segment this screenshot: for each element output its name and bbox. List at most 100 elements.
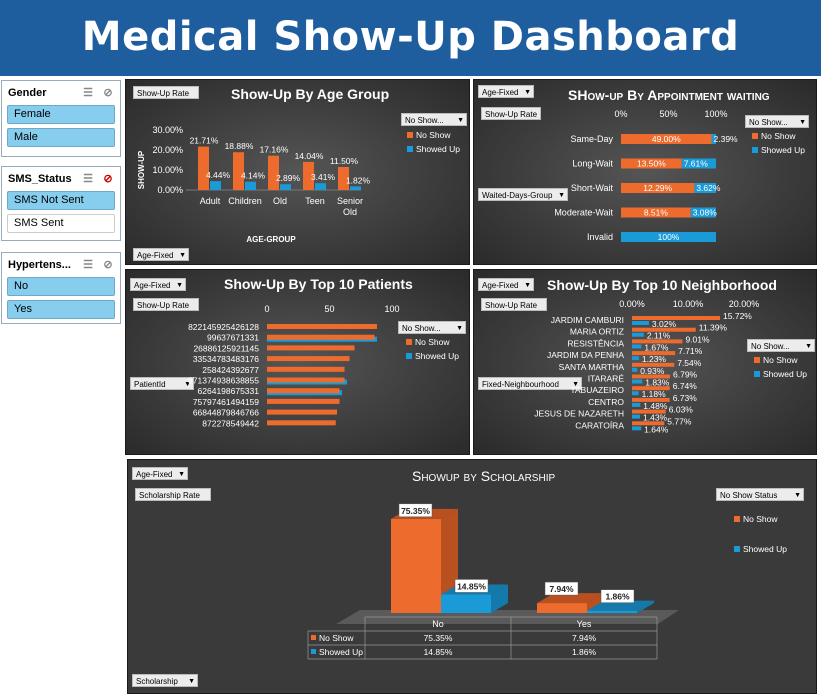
value-field-button[interactable]: Show-Up Rate bbox=[133, 86, 199, 99]
data-label: 5.77% bbox=[667, 416, 692, 426]
bar-no-show bbox=[632, 374, 671, 379]
clear-filter-icon[interactable]: ⊘ bbox=[103, 173, 113, 185]
slicer-item-male[interactable]: Male bbox=[7, 128, 115, 147]
legend-swatch bbox=[754, 357, 760, 363]
table-legend-key bbox=[311, 635, 316, 640]
legend-field-button[interactable]: No Show... ▼ bbox=[747, 339, 815, 352]
multi-select-icon[interactable]: ☰ bbox=[83, 259, 93, 271]
legend-swatch bbox=[734, 546, 740, 552]
y-tick-label: 66844879846766 bbox=[193, 408, 259, 418]
slicer-item-yes[interactable]: Yes bbox=[7, 300, 115, 319]
table-header: Yes bbox=[577, 619, 592, 629]
filter-field-button[interactable]: Age-Fixed ▼ bbox=[130, 278, 186, 291]
filter-field-label: Age-Fixed bbox=[482, 281, 519, 290]
data-label: 15.72% bbox=[723, 311, 752, 321]
legend-swatch bbox=[752, 147, 758, 153]
bar-showed-up bbox=[210, 181, 221, 190]
scholarship-chart: 75.35% 14.85% 7.94% 1.86% No Yes No Show 75.35%… bbox=[307, 503, 679, 660]
multi-select-icon[interactable]: ☰ bbox=[83, 87, 93, 99]
y-tick-label: JARDIM DA PENHA bbox=[547, 350, 624, 360]
legend-label: No Show bbox=[416, 130, 451, 140]
y-tick-label: 33534783483176 bbox=[193, 354, 259, 364]
filter-funnel-icon: ▼ bbox=[572, 381, 579, 388]
data-label: 17.16% bbox=[260, 145, 289, 155]
legend: No Show Showed Up bbox=[754, 353, 807, 381]
slicer-item-no[interactable]: No bbox=[7, 277, 115, 296]
filter-field-button[interactable]: Age-Fixed ▼ bbox=[478, 85, 534, 98]
y-tick-label: CENTRO bbox=[588, 397, 624, 407]
slicer-gender-title: Gender bbox=[8, 87, 47, 99]
axis-field-button[interactable]: Fixed-Neighbourhood ▼ bbox=[478, 377, 582, 390]
value-field-button[interactable]: Show-Up Rate bbox=[481, 107, 541, 120]
data-label: 7.54% bbox=[677, 358, 702, 368]
data-label: 21.71% bbox=[190, 136, 219, 146]
bar-no-show bbox=[632, 421, 665, 426]
value-field-button[interactable]: Show-Up Rate bbox=[133, 298, 199, 311]
bar-showed-up bbox=[280, 184, 291, 190]
data-label-box bbox=[600, 589, 635, 603]
data-label: 6.74% bbox=[673, 381, 698, 391]
legend-field-label: No Show... bbox=[405, 116, 444, 125]
value-field-button[interactable]: Show-Up Rate bbox=[481, 298, 547, 311]
data-label: 3.41% bbox=[311, 172, 336, 182]
table-row-label: Showed Up bbox=[319, 647, 363, 657]
legend-field-button[interactable]: No Show... ▼ bbox=[745, 115, 809, 128]
data-label: 1.67% bbox=[644, 342, 669, 352]
data-label: 12.29% bbox=[643, 183, 672, 193]
bar-no-show bbox=[267, 356, 350, 362]
axis-field-button[interactable]: Age-Fixed ▼ bbox=[133, 248, 189, 261]
clear-filter-icon[interactable]: ⊘ bbox=[103, 87, 113, 99]
bar-showed-up bbox=[245, 181, 256, 190]
dropdown-icon: ▼ bbox=[176, 282, 183, 289]
x-tick-label: 0.00% bbox=[619, 299, 645, 309]
dropdown-icon: ▼ bbox=[456, 325, 463, 332]
x-tick-label: Teen bbox=[305, 196, 325, 206]
y-tick-label: Long-Wait bbox=[572, 159, 613, 169]
data-label: 4.44% bbox=[206, 170, 231, 180]
data-label: 1.83% bbox=[645, 378, 670, 388]
legend-field-label: No Show... bbox=[751, 342, 790, 351]
bar-showed-up bbox=[350, 186, 361, 190]
slicer-item-sms-sent[interactable]: SMS Sent bbox=[7, 214, 115, 233]
slicer-item-female[interactable]: Female bbox=[7, 105, 115, 124]
axis-field-label: Fixed-Neighbourhood bbox=[482, 380, 559, 389]
bar-showed-up bbox=[711, 134, 716, 144]
data-label: 2.89% bbox=[276, 173, 301, 183]
y-tick-label: 10.00% bbox=[152, 165, 183, 175]
dropdown-icon: ▼ bbox=[457, 117, 464, 124]
dropdown-icon: ▼ bbox=[799, 119, 806, 126]
slicer-hyper-title: Hypertens... bbox=[8, 259, 71, 271]
data-label: 6.79% bbox=[673, 370, 698, 380]
table-row-label: No Show bbox=[319, 633, 354, 643]
bar-showed-up bbox=[621, 232, 716, 242]
bar-no-show bbox=[537, 603, 587, 613]
multi-select-icon[interactable]: ☰ bbox=[83, 173, 93, 185]
panel-age-group: Show-Up By Age Group Show-Up Rate Age-Fi… bbox=[125, 79, 470, 265]
bar-side-face bbox=[637, 600, 654, 613]
x-tick-label: 20.00% bbox=[729, 299, 760, 309]
filter-field-label: Age-Fixed bbox=[134, 281, 171, 290]
table-cell: 7.94% bbox=[572, 633, 597, 643]
filter-field-button[interactable]: Age-Fixed ▼ bbox=[478, 278, 534, 291]
axis-field-button[interactable]: PatientId ▼ bbox=[130, 377, 194, 390]
legend-field-button[interactable]: No Show... ▼ bbox=[398, 321, 466, 334]
panel-top-patients: Show-Up By Top 10 Patients Age-Fixed ▼ Sh… bbox=[125, 269, 470, 455]
data-label: 3.08% bbox=[693, 208, 718, 218]
filter-field-button[interactable]: Age-Fixed ▼ bbox=[132, 467, 188, 480]
y-tick-label: RESISTÊNCIA bbox=[567, 338, 624, 348]
clear-filter-icon[interactable]: ⊘ bbox=[103, 259, 113, 271]
slicer-sms-title: SMS_Status bbox=[8, 173, 72, 185]
slicer-item-sms-not-sent[interactable]: SMS Not Sent bbox=[7, 191, 115, 210]
bar-no-show bbox=[621, 183, 695, 193]
filter-field-label: Age-Fixed bbox=[482, 88, 519, 97]
value-field-button[interactable]: Scholarship Rate bbox=[135, 488, 211, 501]
legend-field-button[interactable]: No Show Status ▼ bbox=[716, 488, 804, 501]
x-axis-title: AGE-GROUP bbox=[246, 235, 296, 244]
axis-field-button[interactable]: Waited-Days-Group ▼ bbox=[478, 188, 568, 201]
bar-no-show bbox=[391, 518, 441, 613]
y-tick-label: TABUAZEIRO bbox=[570, 385, 624, 395]
legend-field-button[interactable]: No Show... ▼ bbox=[401, 113, 467, 126]
bar-no-show bbox=[267, 420, 336, 426]
dropdown-icon: ▼ bbox=[524, 282, 531, 289]
axis-field-button[interactable]: Scholarship ▼ bbox=[132, 674, 198, 687]
